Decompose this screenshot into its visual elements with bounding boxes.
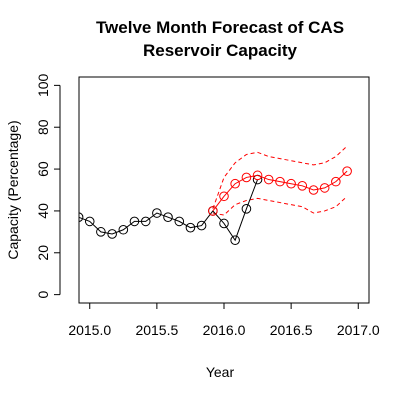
series-line-forecast — [212, 170, 348, 212]
point-forecast-9 — [308, 185, 319, 195]
x-tick-label-2: 2016.0 — [203, 322, 246, 338]
point-observed-3 — [107, 229, 117, 239]
chart-title-line-2: Reservoir Capacity — [143, 41, 298, 60]
series-line-forecast-upper — [212, 145, 348, 209]
point-forecast-12 — [342, 166, 352, 176]
x-tick-label-1: 2015.5 — [135, 322, 178, 338]
point-observed-11 — [196, 220, 207, 231]
point-observed-9 — [174, 216, 185, 227]
y-axis: 0 20 40 60 80 100 — [35, 73, 61, 299]
y-tick-label-4: 80 — [35, 119, 51, 135]
x-axis-label: Year — [206, 364, 235, 380]
point-observed-13 — [219, 218, 229, 229]
y-axis-label: Capacity (Percentage) — [5, 120, 21, 259]
point-forecast-4 — [252, 170, 263, 181]
point-forecast-5 — [263, 174, 274, 185]
point-observed-7 — [152, 208, 162, 218]
point-observed-6 — [140, 216, 151, 227]
point-forecast-2 — [230, 178, 240, 189]
point-forecast-3 — [241, 172, 252, 183]
series-forecast — [208, 166, 352, 216]
point-observed-14 — [230, 235, 240, 246]
y-tick-label-3: 60 — [35, 161, 51, 177]
series-forecast-lower — [212, 195, 348, 216]
point-observed-10 — [185, 222, 196, 233]
point-forecast-6 — [275, 176, 285, 187]
point-observed-2 — [96, 227, 106, 237]
y-tick-label-0: 0 — [35, 291, 51, 299]
series-layer — [79, 145, 352, 246]
x-tick-label-0: 2015.0 — [68, 322, 111, 338]
point-observed-0 — [79, 212, 84, 222]
point-observed-8 — [163, 212, 173, 222]
point-forecast-1 — [219, 191, 229, 202]
point-forecast-0 — [208, 206, 218, 216]
point-forecast-8 — [297, 181, 308, 191]
chart-title-line-1: Twelve Month Forecast of CAS — [96, 18, 344, 37]
series-forecast-upper — [212, 145, 348, 209]
series-line-forecast-lower — [212, 195, 348, 216]
x-tick-label-3: 2016.5 — [270, 322, 313, 338]
point-forecast-7 — [286, 178, 296, 189]
point-observed-4 — [118, 224, 129, 235]
y-tick-label-5: 100 — [35, 73, 51, 97]
series-line-observed — [79, 179, 259, 242]
point-forecast-10 — [319, 183, 330, 193]
y-tick-label-1: 20 — [35, 245, 51, 261]
point-forecast-11 — [331, 176, 341, 187]
x-axis: 2015.0 2015.5 2016.0 2016.5 2017.0 — [68, 303, 380, 338]
plot-frame — [78, 76, 370, 304]
x-tick-label-4: 2017.0 — [337, 322, 380, 338]
y-tick-label-2: 40 — [35, 203, 51, 219]
chart-title: Twelve Month Forecast of CAS Reservoir C… — [96, 18, 344, 60]
point-observed-15 — [241, 204, 252, 214]
point-observed-5 — [129, 216, 140, 227]
point-observed-1 — [84, 216, 95, 227]
